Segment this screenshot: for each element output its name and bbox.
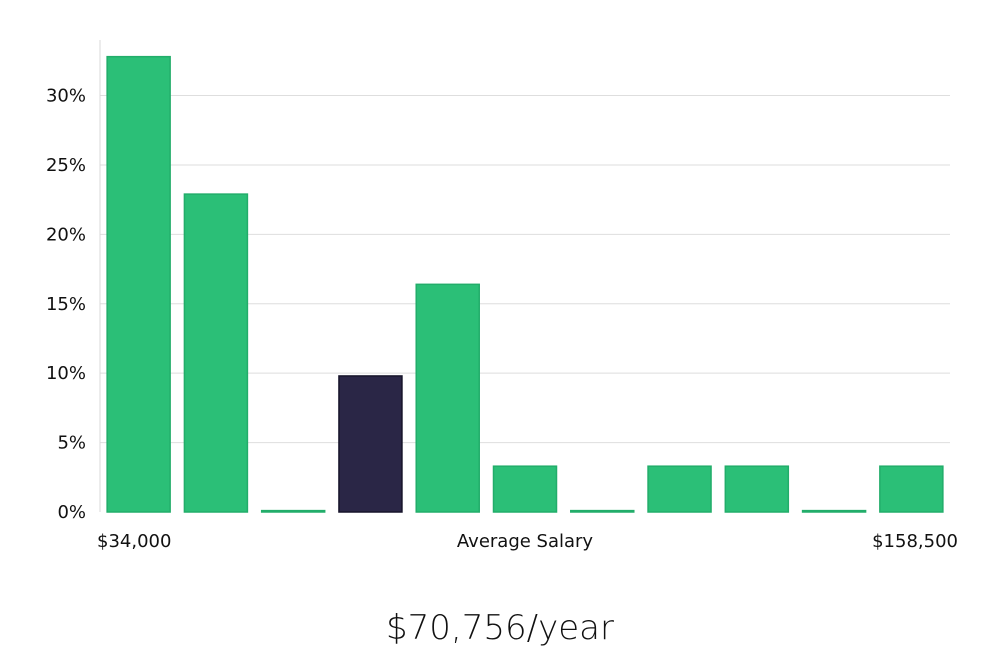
bar (647, 465, 712, 513)
bar (492, 465, 558, 513)
bar-highlighted (338, 375, 403, 513)
bar (260, 509, 326, 513)
bar (801, 509, 867, 513)
bar (415, 283, 480, 513)
y-tick-labels: 0% 5% 10% 15% 20% 25% 30% (46, 86, 86, 523)
y-tick-label: 10% (46, 363, 86, 384)
bar (106, 55, 171, 513)
salary-histogram: 0% 5% 10% 15% 20% 25% 30% $34,000 Average Sala… (46, 40, 958, 552)
y-tick-label: 25% (46, 155, 86, 176)
bar (879, 465, 944, 513)
bar (724, 465, 790, 513)
y-tick-label: 0% (57, 502, 86, 523)
x-min-label: $34,000 (97, 531, 171, 552)
y-tick-label: 5% (57, 433, 86, 454)
bar (183, 193, 249, 513)
y-tick-label: 20% (46, 224, 86, 245)
y-tick-label: 30% (46, 86, 86, 107)
x-max-label: $158,500 (872, 531, 958, 552)
x-axis-title: Average Salary (457, 531, 594, 552)
y-tick-label: 15% (46, 294, 86, 315)
average-salary-value: $70,756/year (386, 608, 614, 648)
bar (570, 509, 635, 513)
bars (106, 55, 944, 513)
